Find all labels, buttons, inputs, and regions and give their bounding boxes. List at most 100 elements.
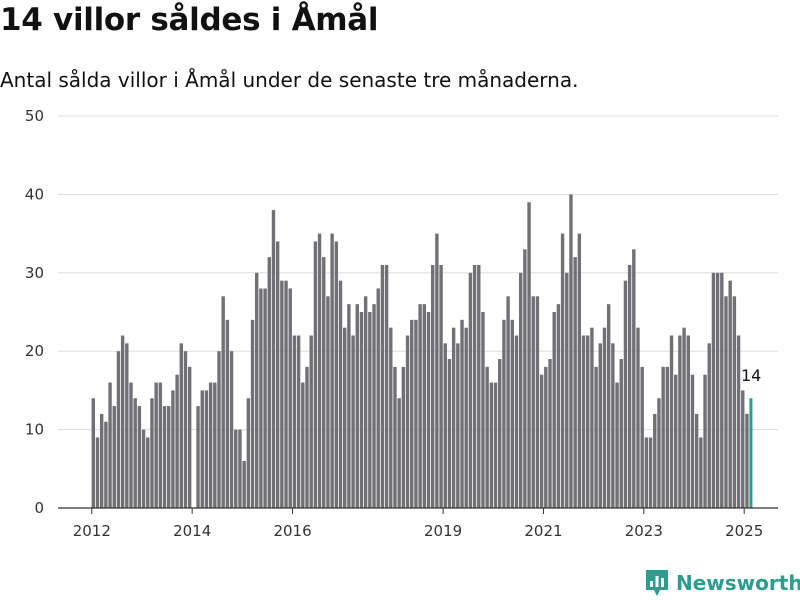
bar — [548, 359, 552, 508]
bar — [674, 374, 678, 508]
bar — [745, 413, 749, 508]
bar — [112, 406, 116, 508]
bar — [565, 272, 569, 508]
bar — [678, 335, 682, 508]
bar — [204, 390, 209, 508]
bar — [615, 382, 619, 508]
bar — [137, 406, 142, 508]
bar — [594, 366, 598, 508]
bar — [518, 272, 523, 508]
bar — [384, 264, 389, 508]
bar — [175, 374, 179, 508]
bar — [267, 257, 271, 508]
bar — [422, 304, 427, 508]
bar — [187, 366, 192, 508]
bar — [389, 327, 393, 508]
newsworthy-logo: Newsworthy — [644, 568, 800, 598]
bar — [619, 359, 623, 508]
bar — [720, 272, 724, 508]
bar — [150, 398, 154, 508]
bar — [275, 241, 280, 508]
chart-subtitle: Antal sålda villor i Åmål under de senas… — [0, 68, 579, 92]
bar — [690, 374, 695, 508]
bar — [464, 327, 468, 508]
y-tick-label: 50 — [25, 107, 44, 125]
bar — [539, 374, 544, 508]
bar — [535, 296, 540, 508]
bar — [498, 359, 502, 508]
bar — [309, 335, 313, 508]
bar — [359, 312, 364, 508]
logo-icon — [646, 570, 668, 596]
y-tick-label: 0 — [34, 499, 44, 517]
bar — [280, 280, 284, 508]
bar — [91, 398, 95, 508]
bar — [611, 343, 615, 508]
bar — [250, 319, 255, 508]
bar — [472, 264, 477, 508]
bar — [506, 296, 510, 508]
bar — [724, 296, 728, 508]
y-tick-label: 40 — [25, 185, 44, 203]
bar — [556, 304, 561, 508]
bar — [657, 398, 661, 508]
bar — [435, 233, 439, 508]
bar — [623, 280, 628, 508]
bar — [234, 429, 238, 508]
bar — [301, 382, 305, 508]
bar — [99, 413, 104, 508]
bar — [489, 382, 494, 508]
bar — [715, 272, 720, 508]
bar — [158, 382, 163, 508]
bar — [322, 257, 326, 508]
bar — [313, 241, 318, 508]
bar — [711, 272, 716, 508]
bar — [581, 335, 586, 508]
bar — [179, 343, 183, 508]
bar — [732, 296, 737, 508]
last-value-label: 14 — [741, 366, 761, 385]
bar — [728, 280, 732, 508]
bar — [736, 335, 741, 508]
x-tick-label: 2025 — [725, 522, 763, 540]
bar — [439, 264, 443, 508]
bar — [343, 327, 347, 508]
bar-highlight — [749, 398, 753, 508]
bar — [405, 335, 410, 508]
chart-title: 14 villor såldes i Åmål — [0, 2, 379, 38]
bar — [598, 343, 602, 508]
bar — [141, 429, 146, 508]
bar — [485, 366, 489, 508]
bar — [426, 312, 431, 508]
bar — [363, 296, 368, 508]
bar — [653, 413, 657, 508]
bar — [430, 264, 435, 508]
bar — [703, 374, 707, 508]
bar — [477, 264, 481, 508]
x-tick-label: 2019 — [424, 522, 462, 540]
bar — [95, 437, 100, 508]
bar — [146, 437, 150, 508]
bar — [334, 241, 339, 508]
bar — [154, 382, 158, 508]
bar — [468, 272, 473, 508]
bar — [648, 437, 653, 508]
x-tick-label: 2023 — [625, 522, 663, 540]
bar — [577, 233, 582, 508]
bar — [661, 366, 665, 508]
brand-name: Newsworthy — [676, 571, 800, 595]
bar — [644, 437, 649, 508]
bar — [255, 272, 259, 508]
bar — [741, 390, 745, 508]
bar — [627, 264, 632, 508]
bar — [355, 304, 359, 508]
bar — [208, 382, 213, 508]
bar — [317, 233, 322, 508]
bar — [397, 398, 401, 508]
bar — [510, 319, 514, 508]
bar — [636, 327, 640, 508]
bar — [288, 288, 292, 508]
bar — [133, 398, 137, 508]
bar — [242, 460, 246, 508]
